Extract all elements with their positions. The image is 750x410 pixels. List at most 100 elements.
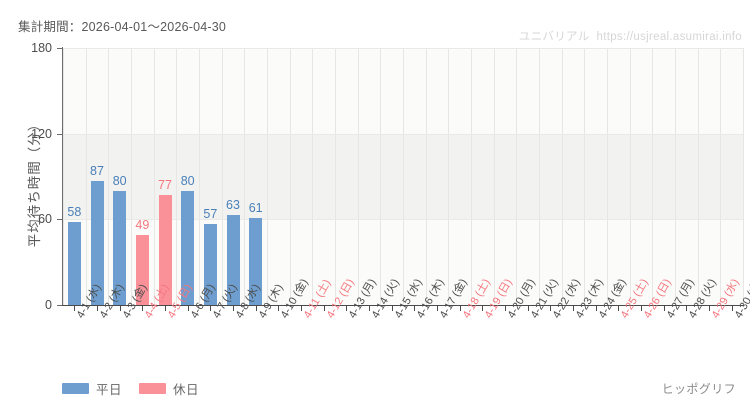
- y-axis-tick-label: 180: [31, 41, 52, 55]
- legend-item-weekday[interactable]: 平日: [62, 379, 122, 398]
- x-axis-tick: [210, 306, 211, 311]
- legend-swatch-holiday-icon: [139, 383, 167, 394]
- x-axis-tick: [74, 306, 75, 311]
- vertical-gridline: [448, 48, 450, 305]
- bar[interactable]: [203, 223, 217, 305]
- horizontal-gridline: [63, 48, 743, 49]
- vertical-gridline: [403, 48, 404, 305]
- x-axis-line: [62, 305, 744, 306]
- vertical-gridline: [561, 48, 563, 305]
- vertical-gridline: [176, 48, 178, 305]
- vertical-gridline: [221, 48, 223, 305]
- vertical-gridline: [153, 48, 155, 305]
- legend-label-weekday: 平日: [96, 383, 123, 397]
- vertical-gridline: [357, 48, 359, 305]
- vertical-gridline: [63, 48, 64, 305]
- vertical-gridline: [425, 48, 427, 305]
- y-axis-tick-label: 120: [31, 126, 52, 141]
- bar-value-label: 77: [158, 178, 172, 193]
- legend-item-holiday[interactable]: 休日: [139, 379, 199, 398]
- bar-value-label: 57: [203, 206, 218, 221]
- vertical-gridline: [380, 48, 382, 305]
- horizontal-gridline: [63, 133, 743, 135]
- vertical-gridline: [289, 48, 291, 305]
- x-axis-tick: [437, 306, 438, 311]
- x-axis-tick: [460, 306, 461, 311]
- bar[interactable]: [90, 180, 104, 305]
- attraction-name: ヒッポグリフ: [661, 382, 736, 396]
- vertical-gridline: [493, 48, 495, 305]
- y-axis-tick-label: 0: [45, 298, 52, 312]
- x-axis-tick: [120, 306, 121, 311]
- x-axis-tick: [324, 306, 325, 311]
- x-axis-tick: [301, 306, 302, 311]
- x-axis-tick: [505, 306, 506, 311]
- site-url: https://usjreal.asumirai.info: [596, 31, 742, 43]
- y-axis-tick-label: 60: [38, 212, 52, 227]
- legend: 平日 休日: [62, 379, 199, 398]
- x-axis-tick: [188, 306, 189, 311]
- x-axis-tick: [641, 306, 642, 311]
- vertical-gridline: [471, 48, 472, 305]
- bar-value-label: 49: [135, 218, 150, 233]
- x-axis-tick: [686, 306, 687, 311]
- x-axis-tick: [414, 306, 415, 311]
- x-axis-tick: [392, 306, 393, 311]
- bar-value-label: 61: [248, 200, 263, 215]
- x-axis-tick: [482, 306, 483, 311]
- vertical-gridline: [584, 48, 586, 305]
- vertical-gridline: [108, 48, 110, 305]
- x-axis-tick: [369, 306, 370, 311]
- x-axis-tick: [165, 306, 166, 311]
- vertical-gridline: [629, 48, 631, 305]
- brand-name: ユニバリアル: [518, 31, 590, 43]
- vertical-gridline: [244, 48, 246, 305]
- bar-value-label: 58: [67, 205, 82, 220]
- plot-area: [63, 48, 744, 306]
- vertical-gridline: [720, 48, 722, 305]
- vertical-gridline: [335, 48, 336, 305]
- vertical-gridline: [516, 48, 518, 305]
- bar-value-label: 63: [226, 198, 240, 213]
- site-credit: ユニバリアル https://usjreal.asumirai.info: [519, 28, 742, 44]
- y-axis-title: 平均待ち時間（分）: [27, 116, 42, 248]
- vertical-gridline: [675, 48, 676, 305]
- vertical-gridline: [607, 48, 608, 305]
- x-axis-tick: [732, 306, 733, 311]
- vertical-gridline: [131, 48, 132, 305]
- vertical-gridline: [697, 48, 699, 305]
- horizontal-gridline: [63, 219, 743, 221]
- x-axis-tick: [573, 306, 574, 311]
- x-axis-tick: [233, 306, 234, 311]
- vertical-gridline: [743, 48, 744, 305]
- bar[interactable]: [135, 235, 149, 305]
- vertical-gridline: [267, 48, 268, 305]
- y-axis-tick: [57, 48, 62, 49]
- vertical-gridline: [652, 48, 654, 305]
- x-axis-tick: [618, 306, 619, 311]
- legend-swatch-weekday-icon: [62, 383, 89, 394]
- y-axis-tick: [57, 133, 62, 135]
- legend-label-holiday: 休日: [173, 383, 200, 397]
- bar[interactable]: [158, 195, 172, 305]
- bar[interactable]: [181, 190, 195, 305]
- bar[interactable]: [113, 190, 127, 305]
- bar[interactable]: [249, 217, 263, 305]
- page-title: 集計期間：2026-04-01〜2026-04-30: [18, 20, 227, 34]
- bar[interactable]: [67, 222, 81, 305]
- x-axis-tick: [256, 306, 257, 311]
- x-axis-tick: [278, 306, 279, 311]
- vertical-gridline: [312, 48, 314, 305]
- x-axis-tick: [97, 306, 98, 311]
- bar[interactable]: [226, 215, 240, 305]
- bar-value-label: 87: [90, 163, 104, 178]
- x-axis-tick: [550, 306, 551, 311]
- vertical-gridline: [85, 48, 87, 305]
- x-axis-tick: [709, 306, 710, 311]
- bar-value-label: 80: [112, 173, 127, 188]
- y-axis-tick: [57, 219, 62, 221]
- x-axis-tick: [142, 306, 143, 311]
- y-axis-tick: [57, 305, 62, 306]
- y-axis-line: [62, 47, 63, 306]
